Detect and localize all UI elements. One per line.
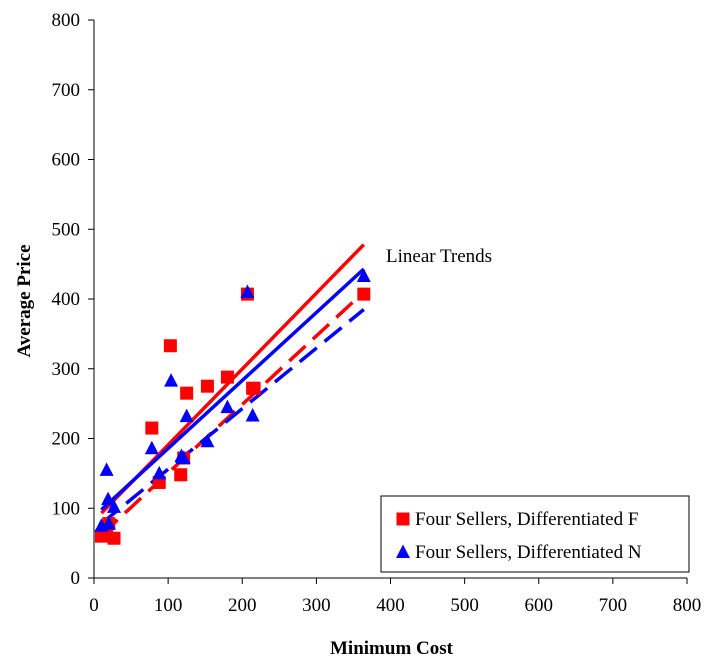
x-tick-label: 700 [599,595,628,616]
trend-line-dashed [100,290,366,537]
x-axis-title: Minimum Cost [330,638,454,658]
y-tick-label: 0 [71,568,81,589]
trend-line-solid [100,267,365,511]
legend-marker-square [396,512,410,526]
data-point-square [107,531,121,545]
x-tick-label: 0 [89,595,99,616]
data-point-square [163,339,177,353]
trend-lines [100,243,366,537]
x-tick-label: 500 [450,595,479,616]
y-tick-label: 300 [52,359,81,380]
y-tick-label: 400 [52,289,81,310]
legend: Four Sellers, Differentiated F Four Selle… [380,495,690,573]
x-tick-label: 200 [228,595,257,616]
data-point-triangle [107,499,122,513]
data-point-triangle [220,399,235,414]
data-point-triangle [99,462,114,476]
data-point-triangle [101,491,116,506]
annotation-linear-trends: Linear Trends [386,246,492,267]
data-points [94,268,371,545]
x-tick-label: 400 [376,595,405,616]
data-point-triangle [200,433,215,448]
trend-line-dashed [100,308,365,525]
data-point-triangle [164,373,179,387]
x-tick-label: 800 [673,595,702,616]
x-tick-label: 600 [525,595,554,616]
data-point-square [357,287,371,301]
data-point-square [200,379,214,393]
data-point-square [145,421,159,435]
x-tick-label: 300 [302,595,331,616]
x-tick-label: 100 [154,595,183,616]
data-point-square [220,370,234,384]
data-point-triangle [152,465,167,480]
data-point-triangle [356,268,371,282]
data-point-triangle [240,284,255,299]
legend-label: Four Sellers, Differentiated F [415,509,638,530]
data-point-square [247,381,261,395]
data-point-triangle [179,408,194,423]
y-tick-label: 800 [52,10,81,31]
data-point-triangle [176,450,191,465]
data-point-triangle [245,407,260,422]
y-tick-label: 700 [52,80,81,101]
data-point-triangle [144,440,159,455]
y-tick-label: 500 [52,219,81,240]
legend-label: Four Sellers, Differentiated N [415,542,642,563]
y-tick-label: 600 [52,150,81,171]
y-axis-title: Average Price [14,244,35,357]
axes: 0 100 200 300 400 500 600 700 800 0 100 200 300 400 50… [52,10,702,616]
legend-box [380,495,690,573]
data-point-square [174,468,188,482]
legend-marker-triangle [396,544,410,558]
y-tick-label: 200 [52,429,81,450]
y-tick-label: 100 [52,498,81,519]
data-point-square [180,386,194,400]
data-point-triangle [101,516,116,530]
